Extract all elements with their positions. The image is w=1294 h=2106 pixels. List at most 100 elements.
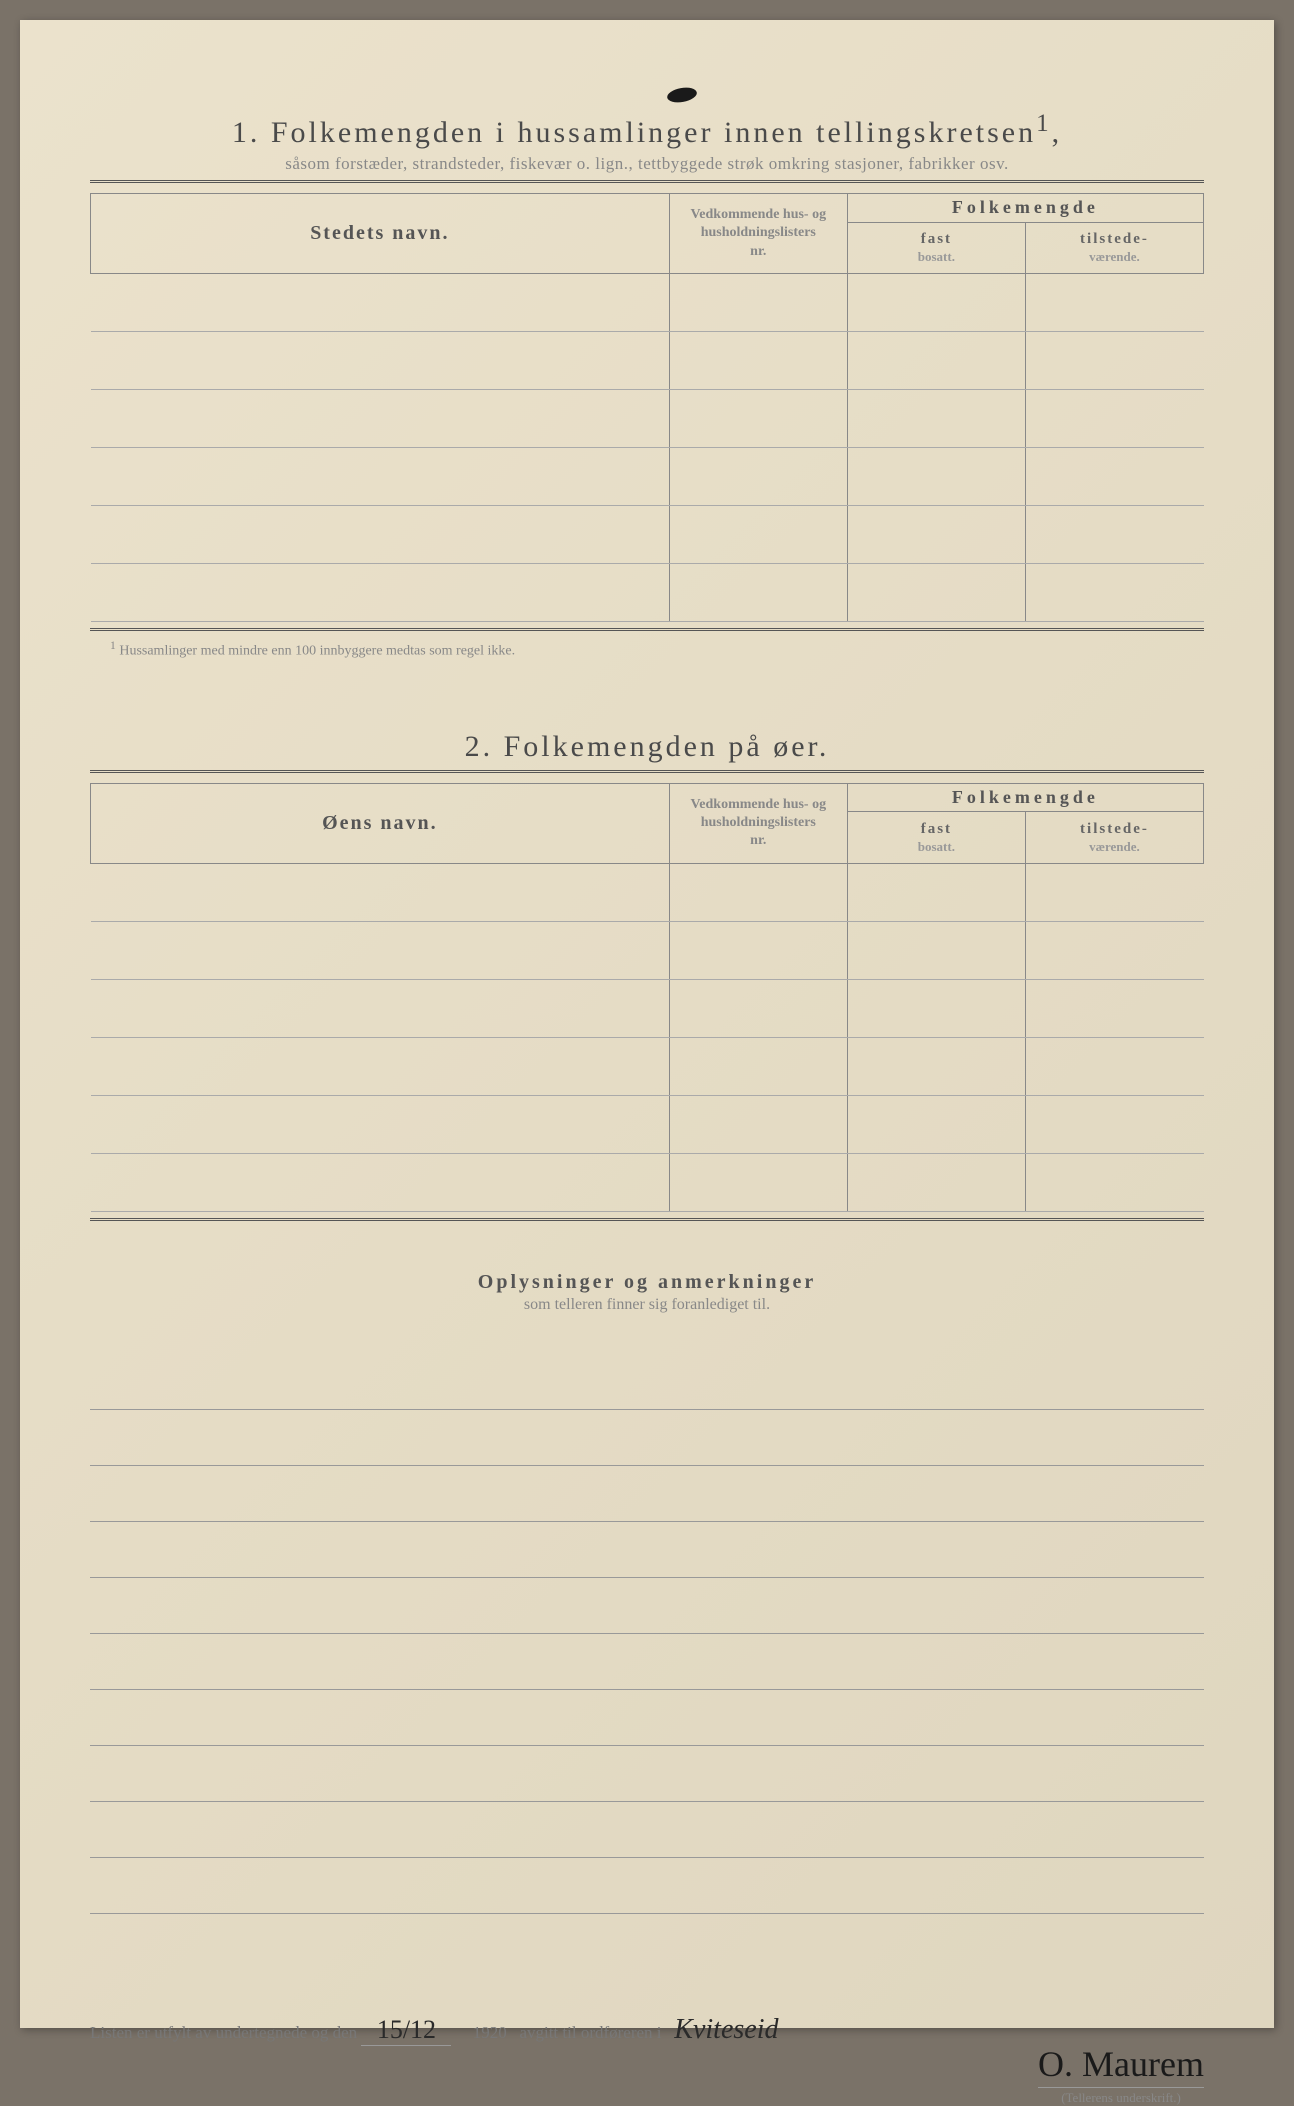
note-line [90, 1802, 1204, 1858]
table-cell [847, 1153, 1025, 1211]
til-bot: værende. [1089, 249, 1140, 264]
fast2-bot: bosatt. [918, 839, 955, 854]
note-line [90, 1466, 1204, 1522]
table-cell [669, 921, 847, 979]
note-line [90, 1858, 1204, 1914]
table-cell [91, 506, 670, 564]
bottom-date: 15/12 [361, 2015, 451, 2046]
oplysninger-sub: som telleren finner sig foranlediget til… [90, 1296, 1204, 1314]
section2-number: 2. [465, 730, 494, 763]
footnote-text: Hussamlinger med mindre enn 100 innbygge… [119, 644, 515, 659]
table-cell [1025, 1037, 1203, 1095]
table-cell [1025, 863, 1203, 921]
note-line [90, 1578, 1204, 1634]
til-top: tilstede- [1080, 231, 1149, 247]
table-cell [847, 1037, 1025, 1095]
table-cell [669, 1037, 847, 1095]
table-cell [91, 1037, 670, 1095]
table-row [91, 506, 1204, 564]
table-row [91, 979, 1204, 1037]
census-form-page: 1. Folkemengden i hussamlinger innen tel… [20, 20, 1274, 2028]
hus-l3: nr. [750, 244, 766, 259]
table-cell [847, 921, 1025, 979]
table-cell [91, 1153, 670, 1211]
table-cell [847, 332, 1025, 390]
table-row [91, 564, 1204, 622]
oplysninger-main: Oplysninger og anmerkninger [90, 1271, 1204, 1294]
section2-title: Folkemengden på øer. [504, 730, 830, 763]
col-stedets-navn: Stedets navn. [91, 194, 670, 274]
note-line [90, 1354, 1204, 1410]
fast2-top: fast [921, 821, 952, 837]
table-cell [669, 564, 847, 622]
table-cell [847, 564, 1025, 622]
til2-top: tilstede- [1080, 821, 1149, 837]
section1-number: 1. [232, 116, 261, 149]
table-cell [669, 1153, 847, 1211]
oplysninger-heading: Oplysninger og anmerkninger som telleren… [90, 1271, 1204, 1314]
section1-subtitle: såsom forstæder, strandsteder, fiskevær … [90, 154, 1204, 174]
table-row [91, 1153, 1204, 1211]
table-cell [1025, 979, 1203, 1037]
table-cell [669, 863, 847, 921]
note-lines [90, 1354, 1204, 1914]
table-cell [1025, 506, 1203, 564]
footnote: 1 Hussamlinger med mindre enn 100 innbyg… [90, 639, 1204, 660]
fast-top: fast [921, 231, 952, 247]
col-oens-navn: Øens navn. [91, 783, 670, 863]
section2-heading: 2. Folkemengden på øer. [90, 730, 1204, 764]
table2-body [91, 863, 1204, 1211]
table-cell [91, 332, 670, 390]
til2-bot: værende. [1089, 839, 1140, 854]
table-cell [1025, 332, 1203, 390]
table2-header-row1: Øens navn. Vedkommende hus- og husholdni… [91, 783, 1204, 812]
divider [90, 628, 1204, 631]
ink-mark [666, 86, 698, 105]
bottom-text2: avgitt til ordføreren i [519, 2023, 661, 2042]
table-cell [669, 979, 847, 1037]
table-cell [847, 979, 1025, 1037]
table-cell [669, 506, 847, 564]
table-cell [1025, 274, 1203, 332]
table-cell [1025, 1153, 1203, 1211]
table-cell [847, 863, 1025, 921]
table-row [91, 448, 1204, 506]
table-cell [91, 390, 670, 448]
table-row [91, 332, 1204, 390]
table-cell [847, 390, 1025, 448]
table-cell [1025, 448, 1203, 506]
divider [90, 1218, 1204, 1221]
note-line [90, 1634, 1204, 1690]
note-line [90, 1522, 1204, 1578]
footnote-sup: 1 [110, 639, 116, 652]
signature: O. Maurem [1038, 2045, 1204, 2085]
table-cell [91, 979, 670, 1037]
signature-caption: (Tellerens underskrift.) [1038, 2087, 1204, 2106]
table-cell [669, 274, 847, 332]
section1-heading: 1. Folkemengden i hussamlinger innen tel… [90, 110, 1204, 174]
table-row [91, 390, 1204, 448]
note-line [90, 1410, 1204, 1466]
table1-body [91, 274, 1204, 622]
col-folkemengde2: Folkemengde [847, 783, 1203, 812]
col-hus-lister: Vedkommende hus- og husholdningslisters … [669, 194, 847, 274]
table-row [91, 274, 1204, 332]
table-row [91, 921, 1204, 979]
table-cell [91, 1095, 670, 1153]
col-folkemengde: Folkemengde [847, 194, 1203, 223]
col-tilstede2: tilstede- værende. [1025, 812, 1203, 863]
table-cell [847, 274, 1025, 332]
hus-l2: husholdningslisters [701, 225, 816, 240]
col-fast-bosatt: fast bosatt. [847, 222, 1025, 273]
divider [90, 180, 1204, 183]
table-cell [847, 1095, 1025, 1153]
table-cell [847, 448, 1025, 506]
table-cell [91, 921, 670, 979]
bottom-text1: Listen er utfylt av undertegnede og den [90, 2023, 357, 2042]
table-cell [1025, 921, 1203, 979]
hus2-l2: husholdningslisters [701, 815, 816, 830]
section1-title-text: 1. Folkemengden i hussamlinger innen tel… [90, 110, 1204, 150]
table-cell [1025, 1095, 1203, 1153]
hus2-l3: nr. [750, 833, 766, 848]
fast-bot: bosatt. [918, 249, 955, 264]
